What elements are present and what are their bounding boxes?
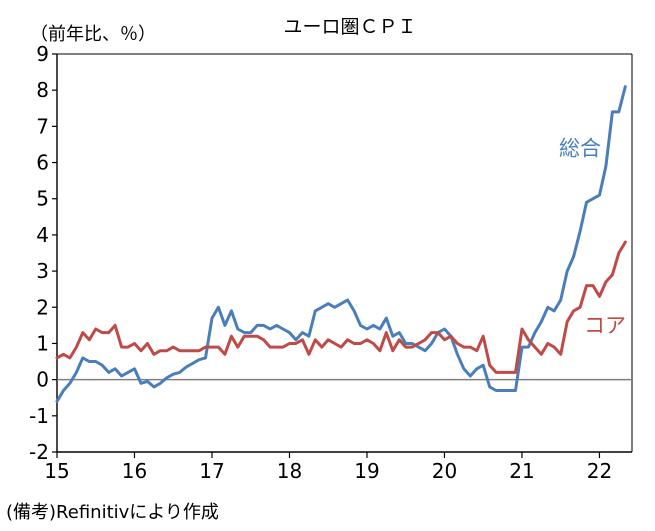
x-tick-label: 17 xyxy=(199,459,224,483)
annotation-headline: 総合 xyxy=(559,136,601,160)
x-tick-label: 22 xyxy=(587,459,612,483)
y-tick-label: 6 xyxy=(36,151,49,175)
y-tick-label: 0 xyxy=(36,368,49,392)
x-tick-label: 16 xyxy=(122,459,147,483)
y-tick-label: 4 xyxy=(36,223,49,247)
y-tick-label: 5 xyxy=(36,187,49,211)
x-tick-label: 18 xyxy=(277,459,302,483)
y-tick-label: 3 xyxy=(36,259,49,283)
x-tick-label: 15 xyxy=(44,459,69,483)
y-tick-label: 7 xyxy=(36,114,49,138)
series-line-core xyxy=(55,240,627,374)
y-axis-label: （前年比、％） xyxy=(30,24,156,45)
x-tick-label: 21 xyxy=(509,459,534,483)
y-tick-label: -2 xyxy=(29,440,49,464)
y-axis-ticks: -2 -1 0 1 2 3 4 5 6 7 8 9 xyxy=(29,42,57,464)
x-tick-label: 19 xyxy=(354,459,379,483)
annotation-core: コア xyxy=(584,314,626,338)
y-tick-label: 2 xyxy=(36,295,49,319)
y-tick-label: -1 xyxy=(29,404,49,428)
x-axis-ticks: 15 16 17 18 19 20 21 22 xyxy=(44,452,612,483)
y-tick-label: 1 xyxy=(36,331,49,355)
chart-title: ユーロ圏ＣＰＩ xyxy=(283,16,416,38)
plot-area xyxy=(56,53,633,453)
x-tick-label: 20 xyxy=(432,459,457,483)
y-tick-label: 9 xyxy=(36,42,49,66)
y-tick-label: 8 xyxy=(36,78,49,102)
series-group xyxy=(55,85,627,403)
source-note: (備考)Refinitivにより作成 xyxy=(6,502,219,523)
